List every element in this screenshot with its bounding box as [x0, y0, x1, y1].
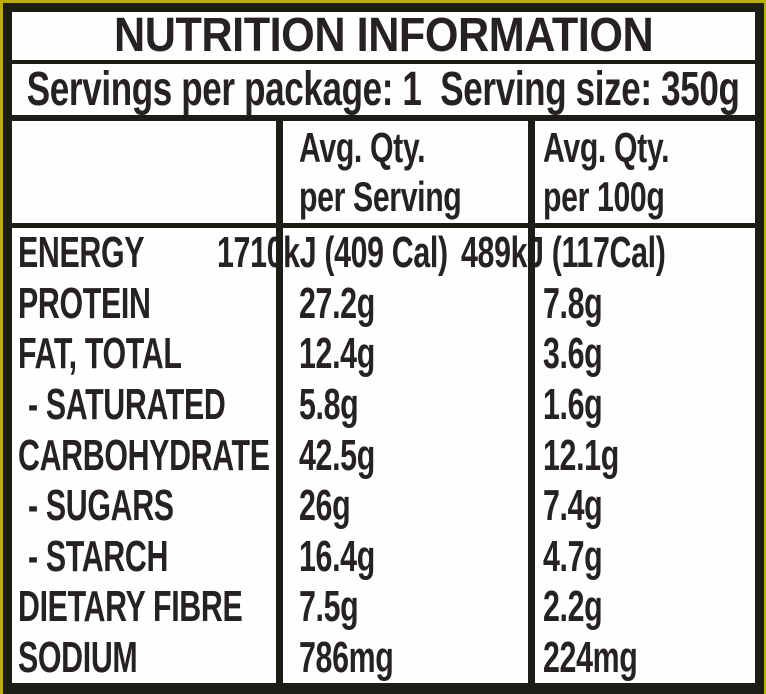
nutrient-name-cell: - SATURATED: [12, 379, 283, 429]
header-per-serving-line2: per Serving: [299, 173, 462, 220]
per-serving-value: 42.5g: [299, 430, 375, 480]
per-100g-cell: 489kJ (117Cal): [453, 230, 757, 276]
nutrient-name: - STARCH: [28, 531, 169, 581]
per-100g-cell: 3.6g: [535, 331, 755, 377]
per-100g-value: 489kJ (117Cal): [460, 228, 666, 278]
per-100g-value: 3.6g: [543, 329, 603, 379]
nutrient-row-fat-total: FAT, TOTAL 12.4g 3.6g: [12, 329, 755, 380]
nutrient-row-sugars: - SUGARS 26g 7.4g: [12, 481, 755, 532]
per-100g-value: 224mg: [543, 632, 638, 682]
per-serving-cell: 26g: [283, 483, 535, 529]
per-serving-cell: 16.4g: [283, 531, 535, 581]
horizontal-rule: [12, 60, 755, 64]
per-100g-value: 1.6g: [543, 379, 603, 429]
header-per-100g-line1: Avg. Qty.: [543, 124, 670, 171]
panel-title-row: NUTRITION INFORMATION: [12, 12, 755, 60]
nutrient-name-cell: PROTEIN: [12, 278, 283, 328]
per-serving-cell: 12.4g: [283, 331, 535, 377]
per-100g-cell: 4.7g: [535, 531, 755, 581]
per-100g-value: 2.2g: [543, 582, 603, 632]
nutrient-name-cell: ENERGY: [12, 230, 201, 276]
per-100g-value: 12.1g: [543, 430, 619, 480]
nutrient-name-cell: FAT, TOTAL: [12, 331, 283, 377]
per-serving-cell: 786mg: [283, 632, 535, 682]
nutrient-name: - SUGARS: [28, 481, 174, 531]
nutrition-panel: NUTRITION INFORMATION Servings per packa…: [3, 3, 764, 694]
per-100g-value: 7.8g: [543, 278, 603, 328]
horizontal-rule: [12, 115, 755, 121]
nutrient-name: ENERGY: [18, 228, 145, 278]
per-serving-value: 7.5g: [299, 582, 359, 632]
per-100g-cell: 1.6g: [535, 379, 755, 429]
header-nutrient-cell: [12, 121, 283, 223]
per-100g-cell: 2.2g: [535, 584, 755, 630]
nutrient-row-dietary-fibre: DIETARY FIBRE 7.5g 2.2g: [12, 582, 755, 633]
per-100g-value: 4.7g: [543, 531, 603, 581]
per-serving-cell: 7.5g: [283, 584, 535, 630]
table-body: ENERGY 1710kJ (409 Cal) 489kJ (117Cal) P…: [12, 228, 755, 683]
nutrient-name: - SATURATED: [28, 379, 226, 429]
per-serving-cell: 5.8g: [283, 379, 535, 429]
nutrient-row-saturated: - SATURATED 5.8g 1.6g: [12, 380, 755, 431]
nutrient-name: FAT, TOTAL: [18, 329, 182, 379]
per-100g-cell: 7.8g: [535, 278, 755, 328]
per-serving-value: 5.8g: [299, 379, 359, 429]
nutrition-table: Avg. Qty. per Serving Avg. Qty. per 100g…: [12, 121, 755, 683]
per-serving-cell: 27.2g: [283, 278, 535, 328]
per-100g-cell: 224mg: [535, 632, 755, 682]
column-divider: [528, 121, 535, 683]
nutrient-row-energy: ENERGY 1710kJ (409 Cal) 489kJ (117Cal): [12, 228, 755, 279]
nutrient-name-cell: CARBOHYDRATE: [12, 430, 283, 480]
panel-title: NUTRITION INFORMATION: [113, 9, 654, 62]
nutrient-name: PROTEIN: [18, 278, 151, 328]
per-serving-value: 27.2g: [299, 278, 375, 328]
table-header-row: Avg. Qty. per Serving Avg. Qty. per 100g: [12, 121, 755, 223]
servings-line: Servings per package: 1 Serving size: 35…: [27, 62, 740, 116]
per-100g-cell: 12.1g: [535, 430, 755, 480]
per-serving-value: 26g: [299, 481, 351, 531]
nutrient-name-cell: - SUGARS: [12, 483, 283, 529]
nutrient-name-cell: - STARCH: [12, 531, 283, 581]
per-serving-value: 12.4g: [299, 329, 375, 379]
per-serving-cell: 42.5g: [283, 430, 535, 480]
nutrient-name: SODIUM: [18, 632, 138, 682]
header-per-100g-cell: Avg. Qty. per 100g: [535, 121, 755, 223]
servings-row: Servings per package: 1 Serving size: 35…: [12, 64, 755, 115]
nutrient-row-carbohydrate: CARBOHYDRATE 42.5g 12.1g: [12, 430, 755, 481]
nutrient-row-starch: - STARCH 16.4g 4.7g: [12, 531, 755, 582]
nutrient-name-cell: SODIUM: [12, 632, 283, 682]
column-divider: [276, 121, 283, 683]
per-100g-cell: 7.4g: [535, 483, 755, 529]
horizontal-rule: [12, 223, 755, 228]
header-per-serving-line1: Avg. Qty.: [299, 124, 426, 171]
nutrient-row-protein: PROTEIN 27.2g 7.8g: [12, 279, 755, 330]
per-serving-value: 16.4g: [299, 531, 375, 581]
per-serving-cell: 1710kJ (409 Cal): [201, 230, 453, 276]
header-per-serving-cell: Avg. Qty. per Serving: [283, 121, 535, 223]
per-100g-value: 7.4g: [543, 481, 603, 531]
nutrient-name: CARBOHYDRATE: [18, 430, 270, 480]
nutrient-row-sodium: SODIUM 786mg 224mg: [12, 633, 755, 684]
per-serving-value: 1710kJ (409 Cal): [216, 228, 448, 278]
per-serving-value: 786mg: [299, 632, 394, 682]
nutrient-name: DIETARY FIBRE: [18, 582, 243, 632]
nutrient-name-cell: DIETARY FIBRE: [12, 584, 283, 630]
header-per-100g-line2: per 100g: [543, 173, 665, 220]
